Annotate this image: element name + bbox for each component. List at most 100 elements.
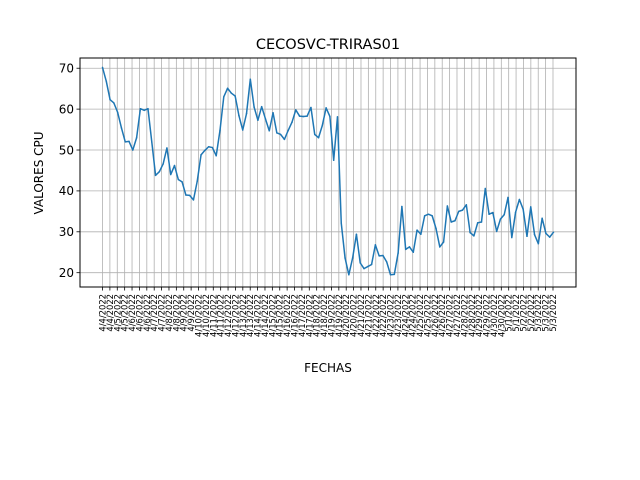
data-point [291, 121, 293, 123]
data-point [442, 241, 445, 243]
x-tick-label: 4/17/2022 [304, 294, 314, 337]
data-point [200, 154, 202, 156]
data-point [260, 105, 263, 108]
x-tick-label: 4/20/2022 [341, 294, 351, 337]
x-tick-label: 4/30/2022 [496, 294, 506, 337]
data-point [423, 215, 426, 217]
x-tick-label: 4/7/2022 [149, 294, 159, 332]
data-point [109, 98, 111, 101]
data-point [101, 66, 104, 69]
data-point [310, 106, 312, 109]
data-point [192, 199, 195, 201]
x-tick-label: 4/28/2022 [467, 294, 477, 337]
data-point [166, 147, 168, 149]
data-point [116, 111, 119, 114]
y-tick-label: 30 [59, 225, 74, 239]
x-tick-label: 4/24/2022 [408, 294, 418, 337]
data-point [329, 115, 331, 118]
data-point [215, 154, 217, 157]
x-tick-label: 4/25/2022 [422, 294, 432, 337]
x-tick-label: 4/4/2022 [105, 294, 115, 332]
data-point [530, 206, 532, 208]
data-point [458, 210, 460, 213]
x-tick-label: 4/27/2022 [445, 294, 455, 337]
y-tick-label: 20 [59, 266, 74, 280]
x-tick-label: 4/18/2022 [319, 294, 329, 337]
data-point [454, 220, 456, 222]
data-point [469, 231, 471, 234]
data-point [268, 130, 271, 132]
x-tick-label: 4/27/2022 [452, 294, 462, 337]
x-tick-label: 5/1/2022 [511, 294, 521, 332]
data-point [393, 273, 396, 276]
x-tick-label: 4/11/2022 [208, 294, 218, 337]
data-point [132, 149, 134, 151]
data-point [397, 252, 399, 254]
y-tick-label: 70 [59, 62, 74, 76]
data-point [158, 170, 161, 173]
x-tick-label: 4/7/2022 [157, 294, 167, 332]
y-axis-label: VALORES CPU [32, 131, 46, 214]
data-point [321, 124, 324, 127]
y-tick-label: 40 [59, 184, 74, 198]
data-point [169, 173, 172, 176]
data-point [181, 181, 183, 183]
data-point [276, 132, 278, 134]
data-point [408, 246, 411, 248]
data-point [204, 149, 206, 152]
x-tick-label: 4/14/2022 [253, 294, 263, 337]
x-tick-label: 5/3/2022 [533, 294, 543, 332]
data-point [511, 236, 513, 239]
x-tick-label: 4/6/2022 [142, 294, 152, 332]
x-tick-label: 4/19/2022 [334, 294, 344, 337]
x-tick-label: 4/12/2022 [230, 294, 240, 337]
data-point [147, 107, 149, 110]
data-point [545, 232, 547, 235]
data-point [253, 106, 255, 108]
data-point [185, 194, 187, 196]
x-tick-label: 4/24/2022 [400, 294, 410, 337]
data-point [499, 218, 502, 220]
data-point [548, 236, 551, 238]
data-point [385, 261, 388, 263]
data-point [488, 213, 490, 215]
data-point [389, 273, 392, 276]
data-point [552, 231, 555, 233]
x-tick-label: 5/3/2022 [548, 294, 558, 332]
data-point [105, 80, 108, 83]
data-point [162, 163, 164, 165]
data-point [503, 213, 505, 216]
data-point [370, 263, 373, 266]
x-tick-label: 4/13/2022 [245, 294, 255, 337]
data-point [427, 213, 430, 215]
data-point [431, 215, 433, 217]
data-point [484, 187, 487, 190]
series-layer [101, 66, 555, 276]
data-point [264, 118, 267, 120]
data-point [143, 109, 145, 112]
data-point [382, 254, 384, 257]
data-point [241, 129, 244, 131]
data-point [495, 230, 498, 233]
data-point [367, 265, 369, 268]
data-point [238, 114, 240, 117]
data-point [279, 133, 282, 136]
x-tick-label: 5/3/2022 [541, 294, 551, 332]
x-tick-label: 4/5/2022 [112, 294, 122, 332]
data-point [465, 204, 468, 206]
data-point [154, 174, 157, 177]
data-point [257, 119, 259, 121]
data-point [173, 164, 176, 167]
data-point [473, 235, 475, 237]
data-point [435, 227, 437, 230]
data-point [249, 78, 252, 81]
x-tick-label: 4/13/2022 [238, 294, 248, 337]
x-tick-label: 4/23/2022 [393, 294, 403, 337]
data-point [537, 242, 540, 245]
data-point [283, 138, 286, 141]
data-point [348, 273, 350, 276]
x-tick-label: 4/11/2022 [216, 294, 226, 337]
data-point [336, 116, 339, 118]
